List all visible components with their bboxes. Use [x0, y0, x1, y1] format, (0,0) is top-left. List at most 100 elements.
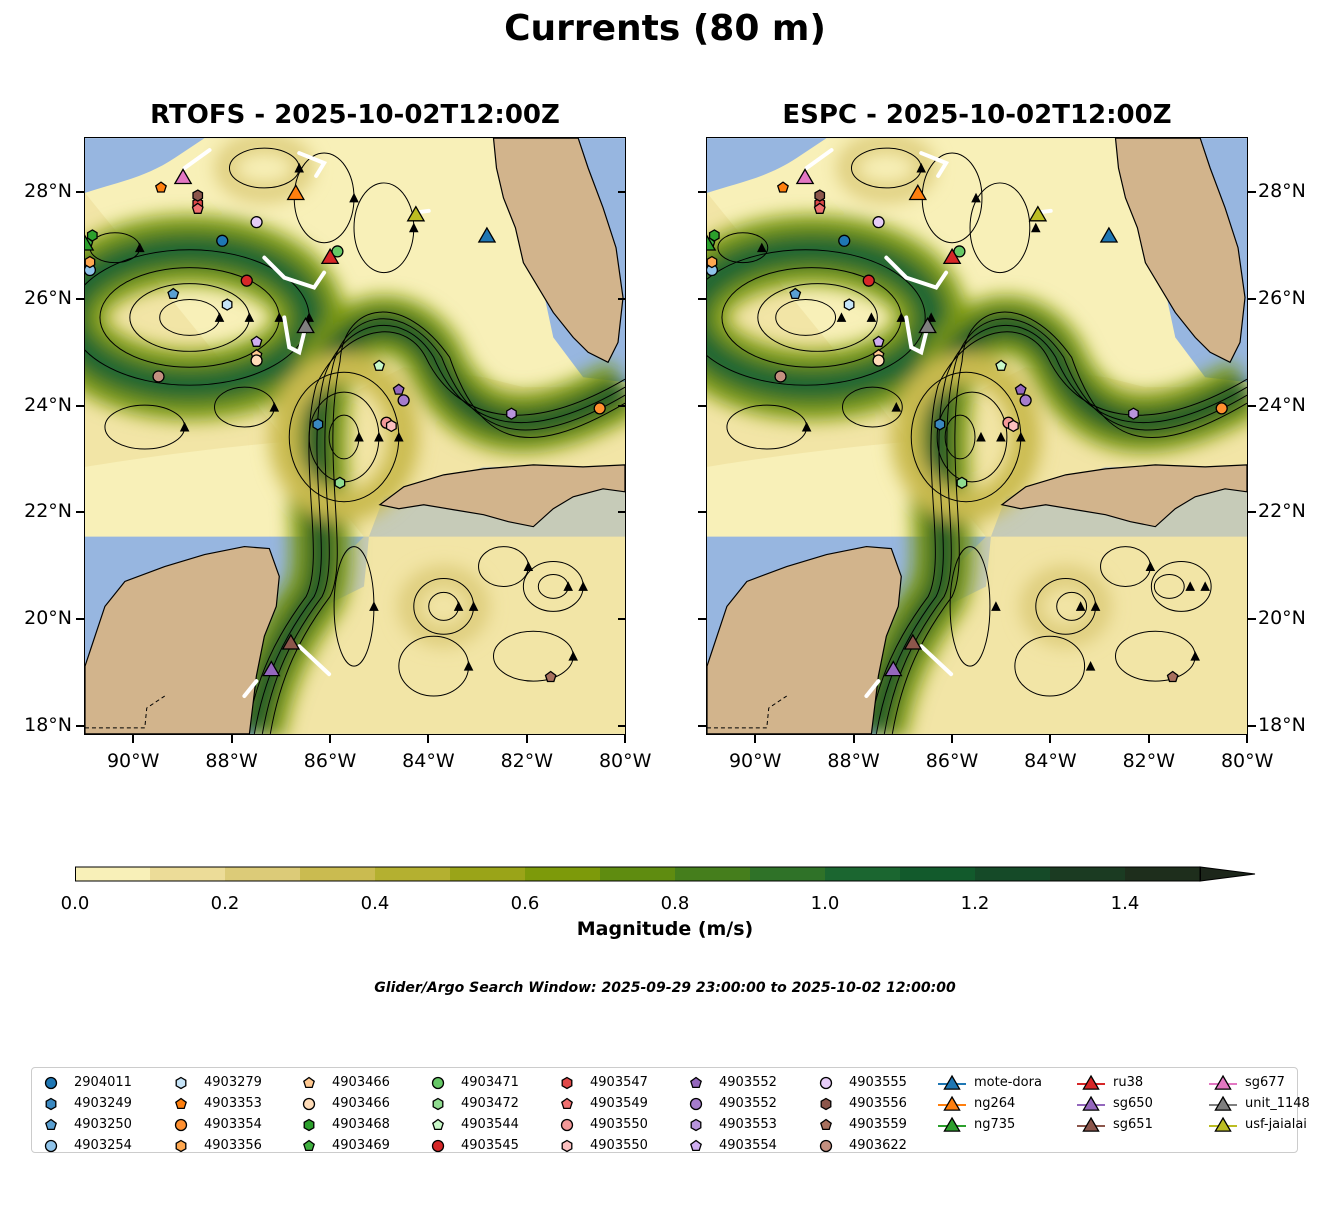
marker-4903249: [312, 418, 324, 431]
tick-mark: [76, 297, 84, 300]
colorbar-bin: [375, 867, 451, 881]
marker-4903559: [544, 670, 557, 683]
lon-tick-label: 84°W: [402, 750, 455, 772]
colorbar-bin: [900, 867, 976, 881]
triangle-marker-icon: [1209, 1116, 1237, 1132]
legend-label: ru38: [1113, 1075, 1144, 1090]
pentagon-marker-icon: [690, 1139, 702, 1152]
tick-mark: [1248, 404, 1256, 407]
tick-mark: [76, 511, 84, 514]
colorbar-extend-arrow: [1199, 866, 1256, 882]
colorbar-label: Magnitude (m/s): [576, 918, 754, 940]
streamline-arrow: [349, 192, 359, 203]
streamline: [707, 249, 926, 386]
streamline-arrow: [976, 431, 986, 442]
streamline: [969, 182, 1031, 274]
marker-4903549: [191, 202, 204, 214]
legend-label: 4903556: [849, 1096, 907, 1111]
tick-mark: [76, 618, 84, 621]
streamline-arrow: [896, 312, 907, 322]
colorbar-bin: [1050, 867, 1126, 881]
lat-tick-label: 28°N: [24, 180, 72, 202]
tick-mark: [698, 618, 706, 621]
hexagon-marker-icon: [45, 1097, 57, 1111]
tick-mark: [754, 735, 757, 743]
legend-label: ng264: [974, 1096, 1016, 1111]
loop-current-streamline: [867, 331, 1247, 734]
hexagon-marker-icon: [690, 1118, 702, 1132]
espc-map-svg: [706, 137, 1248, 735]
tick-mark: [698, 191, 706, 193]
lon-tick-label: 86°W: [303, 750, 357, 772]
streamline: [757, 283, 878, 352]
marker-4903556: [192, 189, 204, 202]
marker-unit_1148: [296, 317, 315, 334]
triangle-marker-icon: [938, 1074, 966, 1090]
triangle-marker-icon: [1209, 1074, 1237, 1090]
streamline-arrow: [523, 561, 534, 571]
streamline-arrow: [891, 402, 902, 412]
marker-ng735: [85, 234, 95, 251]
colorbar-bin: [225, 867, 301, 881]
lon-tick-label: 90°W: [106, 750, 160, 772]
tick-mark: [1246, 735, 1249, 743]
lon-tick-label: 82°W: [500, 750, 554, 772]
circle-marker-icon: [689, 1097, 703, 1111]
marker-4903622: [774, 370, 787, 383]
lat-tick-label: 24°N: [1258, 393, 1306, 416]
pentagon-marker-icon: [303, 1139, 315, 1152]
tick-mark: [1248, 297, 1256, 300]
tick-mark: [698, 297, 706, 300]
marker-4903555: [872, 216, 885, 229]
colorbar: [75, 866, 1256, 882]
tick-mark: [132, 735, 135, 743]
legend-label: 4903552: [719, 1075, 777, 1090]
tick-mark: [1248, 618, 1256, 621]
legend-label: 4903555: [849, 1075, 907, 1090]
lat-tick-label: 20°N: [24, 607, 72, 630]
lon-tick-label: 80°W: [598, 750, 652, 772]
streamline: [949, 546, 991, 667]
marker-4903544: [373, 359, 386, 371]
streamline-arrow: [463, 661, 474, 671]
marker-ng264: [286, 184, 306, 201]
marker-4903472: [956, 476, 968, 490]
streamline-arrow: [836, 312, 847, 322]
marker-4903466: [250, 354, 263, 367]
streamline: [944, 414, 976, 460]
legend-label: 4903469: [332, 1138, 390, 1153]
legend-label: sg651: [1113, 1117, 1153, 1132]
lat-tick-label: 26°N: [24, 286, 72, 309]
colorbar-bin: [525, 867, 601, 881]
legend-label: 4903279: [204, 1075, 262, 1090]
lon-tick-label: 82°W: [1122, 750, 1176, 772]
marker-ng264: [908, 184, 928, 201]
legend-label: 4903622: [849, 1138, 907, 1153]
streamline: [1150, 561, 1212, 612]
streamline-arrow: [1090, 601, 1101, 611]
lat-tick-label: 18°N: [24, 714, 72, 736]
colorbar-bin: [300, 867, 376, 881]
hexagon-marker-icon: [561, 1139, 573, 1153]
marker-mote-dora: [477, 226, 497, 243]
marker-4903279: [221, 298, 233, 311]
pentagon-marker-icon: [820, 1118, 832, 1131]
legend-label: 4903552: [719, 1096, 777, 1111]
lat-tick-label: 22°N: [24, 500, 72, 523]
lat-tick-label: 26°N: [1258, 286, 1306, 309]
lon-tick-label: 90°W: [728, 750, 782, 772]
legend-label: sg650: [1113, 1096, 1153, 1111]
streamline-arrow: [369, 601, 379, 611]
hexagon-marker-icon: [432, 1097, 444, 1111]
legend-label: 4903544: [461, 1117, 519, 1132]
marker-unit_1148: [918, 317, 937, 334]
streamline-arrow: [1185, 581, 1196, 591]
espc-map: [706, 137, 1248, 735]
lon-tick-label: 80°W: [1220, 750, 1274, 772]
colorbar-bin: [825, 867, 901, 881]
streamline-arrow: [578, 581, 588, 591]
colorbar-bin: [600, 867, 676, 881]
streamline-arrow: [179, 421, 190, 432]
marker-4903356: [707, 255, 718, 269]
legend-label: ng735: [974, 1117, 1016, 1132]
